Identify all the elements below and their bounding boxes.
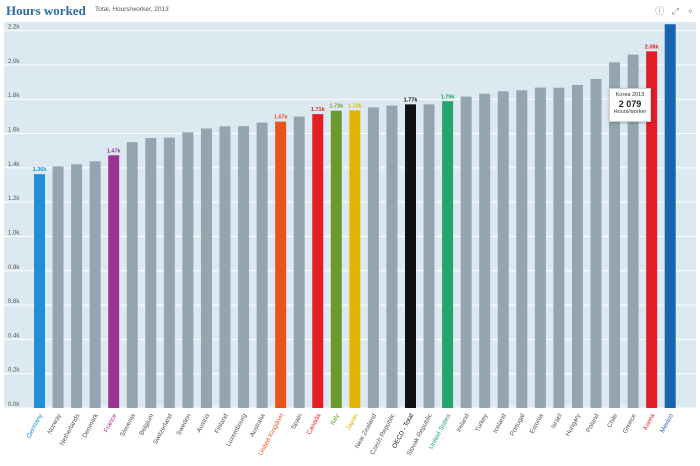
bar-italy[interactable] bbox=[330, 110, 342, 409]
bar-poland[interactable] bbox=[590, 78, 602, 408]
bar-united-kingdom[interactable] bbox=[275, 121, 287, 409]
y-tick-label: 1.8k bbox=[8, 93, 20, 99]
tooltip-label: Korea 2013 bbox=[615, 92, 645, 98]
data-label: 1.36k bbox=[33, 167, 48, 173]
bar-united-states[interactable] bbox=[442, 101, 454, 408]
x-tick-label: Australia bbox=[249, 412, 267, 438]
x-tick-label: Spain bbox=[290, 412, 304, 430]
y-tick-label: 1.2k bbox=[8, 196, 20, 202]
x-tick-label: Japan bbox=[345, 412, 360, 431]
x-tick-label: Greece bbox=[622, 412, 638, 434]
y-tick-label: 2.2k bbox=[8, 25, 20, 31]
bar-hungary[interactable] bbox=[571, 84, 583, 409]
tooltip-value: 2 079 bbox=[618, 99, 642, 109]
bar-slovak-republic[interactable] bbox=[423, 104, 435, 408]
bar-germany[interactable] bbox=[34, 174, 45, 408]
bar-switzerland[interactable] bbox=[163, 137, 175, 408]
x-tick-label: Slovenia bbox=[119, 412, 137, 438]
bar-czech-republic[interactable] bbox=[386, 105, 398, 409]
data-label: 1.71k bbox=[311, 107, 326, 113]
x-tick-label: Mexico bbox=[659, 412, 675, 434]
bar-slovenia[interactable] bbox=[126, 142, 138, 408]
korea-tooltip: Korea 2013 2 079 Hours/worker bbox=[609, 88, 651, 122]
bar-oecd-total[interactable] bbox=[405, 104, 416, 408]
data-label: 1.47k bbox=[107, 148, 122, 154]
x-tick-label: Norway bbox=[46, 412, 63, 435]
x-tick-label: Estonia bbox=[529, 412, 546, 435]
x-tick-label: Canada bbox=[306, 412, 323, 436]
bar-sweden[interactable] bbox=[182, 132, 194, 408]
bar-denmark[interactable] bbox=[89, 161, 101, 408]
x-tick-label: Belgium bbox=[138, 413, 155, 437]
bar-mexico[interactable] bbox=[664, 24, 676, 408]
bar-chart: 0.0k 0.2k 0.4k 0.6k 0.8k 1.0k 1.2k 1.4k 1.6k 1.8k… bbox=[4, 22, 696, 457]
data-label: 2.08k bbox=[645, 44, 660, 50]
chart-header: Hours worked Total, Hours/worker, 2013 ⓘ… bbox=[0, 0, 700, 22]
x-tick-label: Turkey bbox=[474, 412, 490, 433]
chart-subtitle: Total, Hours/worker, 2013 bbox=[95, 6, 169, 13]
data-label: 1.67k bbox=[274, 115, 289, 121]
y-tick-label: 1.6k bbox=[8, 128, 20, 134]
chart-title: Hours worked bbox=[6, 3, 86, 18]
x-tick-label: Switzerland bbox=[152, 412, 174, 445]
y-tick-label: 0.0k bbox=[8, 402, 20, 408]
bar-ireland[interactable] bbox=[460, 96, 472, 409]
bar-korea[interactable] bbox=[646, 51, 658, 408]
y-tick-label: 0.6k bbox=[8, 299, 20, 305]
y-tick-label: 0.8k bbox=[8, 265, 20, 271]
y-tick-label: 1.4k bbox=[8, 162, 20, 168]
bar-norway[interactable] bbox=[52, 166, 64, 408]
x-tick-label: France bbox=[103, 412, 119, 433]
bar-greece[interactable] bbox=[627, 54, 639, 409]
data-label: 1.73k bbox=[329, 104, 344, 110]
bar-turkey[interactable] bbox=[479, 93, 491, 409]
expand-icon[interactable]: ⤢ bbox=[671, 6, 679, 16]
data-label: 1.79k bbox=[441, 94, 456, 100]
x-tick-label: Chile bbox=[606, 412, 619, 429]
x-tick-label: Portugal bbox=[509, 412, 527, 437]
bar-australia[interactable] bbox=[256, 122, 268, 408]
bar-new-zealand[interactable] bbox=[367, 107, 379, 409]
x-tick-label: Germany bbox=[26, 412, 45, 440]
bar-luxembourg[interactable] bbox=[238, 126, 250, 409]
share-icon[interactable]: ⚬ bbox=[686, 6, 694, 16]
bar-canada[interactable] bbox=[312, 114, 324, 408]
bar-belgium[interactable] bbox=[145, 137, 157, 408]
y-tick-label: 1.0k bbox=[8, 230, 20, 236]
bar-chile[interactable] bbox=[609, 62, 621, 409]
x-tick-label: Denmark bbox=[81, 412, 100, 439]
bar-netherlands[interactable] bbox=[71, 164, 83, 408]
data-label: 1.73k bbox=[348, 103, 363, 109]
info-icon[interactable]: ⓘ bbox=[655, 6, 665, 16]
x-tick-label: Poland bbox=[585, 412, 601, 433]
x-tick-label: Iceland bbox=[492, 412, 508, 434]
bar-iceland[interactable] bbox=[497, 91, 509, 408]
y-tick-label: 0.2k bbox=[8, 368, 20, 374]
bar-finland[interactable] bbox=[219, 126, 231, 408]
x-tick-label: Italy bbox=[329, 412, 341, 426]
x-tick-label: Netherlands bbox=[59, 412, 82, 447]
x-tick-label: Israel bbox=[550, 412, 564, 430]
y-tick-label: 0.4k bbox=[8, 333, 20, 339]
data-label: 1.77k bbox=[404, 97, 419, 103]
x-tick-label: Finland bbox=[214, 412, 230, 434]
bar-portugal[interactable] bbox=[516, 90, 528, 408]
x-tick-label: Korea bbox=[642, 412, 657, 431]
data-label: 2.24k bbox=[663, 22, 678, 23]
y-tick-label: 2.0k bbox=[8, 59, 20, 65]
header-icons: ⓘ ⤢ ⚬ bbox=[650, 4, 694, 17]
x-tick-label: Hungary bbox=[564, 412, 582, 438]
bar-spain[interactable] bbox=[293, 116, 305, 409]
x-tick-label: Sweden bbox=[175, 412, 192, 436]
bar-estonia[interactable] bbox=[534, 87, 546, 408]
bar-israel[interactable] bbox=[553, 87, 565, 408]
x-tick-label: Ireland bbox=[455, 412, 471, 433]
tooltip-unit: Hours/worker bbox=[613, 109, 647, 115]
x-tick-label: Austria bbox=[196, 412, 212, 433]
bar-france[interactable] bbox=[108, 155, 120, 408]
bar-japan[interactable] bbox=[349, 110, 361, 409]
bar-austria[interactable] bbox=[200, 128, 212, 408]
